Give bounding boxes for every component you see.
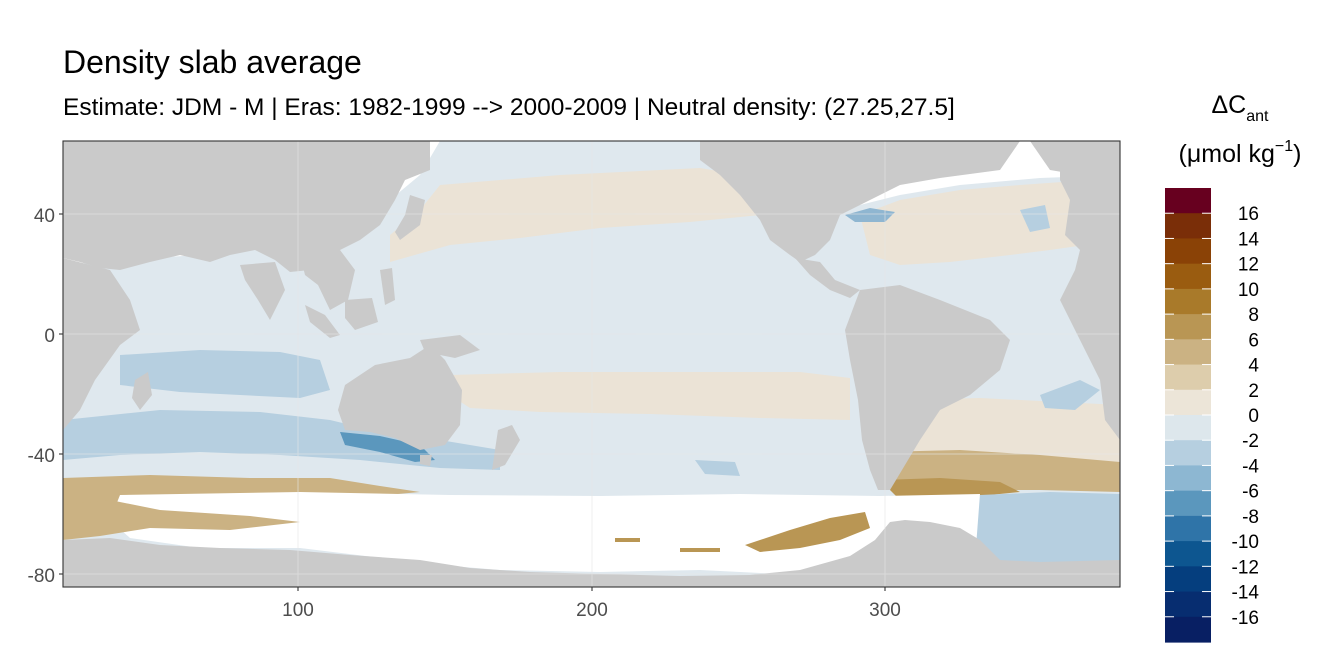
southeast-atlantic-blue-patch <box>1040 380 1100 410</box>
x-axis <box>297 587 886 591</box>
south-atlantic-deep-brown-band <box>880 478 1020 500</box>
new-zealand-landmass <box>492 425 520 470</box>
legend-swatch <box>1165 263 1211 290</box>
legend-label: -4 <box>1242 456 1259 477</box>
tasmania-landmass <box>420 455 432 466</box>
legend-label: 2 <box>1248 381 1259 402</box>
south-pacific-warm-band <box>450 372 850 420</box>
africa-landmass <box>63 258 140 430</box>
legend-swatch <box>1165 288 1211 315</box>
map-gridlines <box>63 141 1120 587</box>
legend-swatch <box>1165 213 1211 240</box>
south-america-landmass <box>845 285 1010 490</box>
antarctic-brown-sliver-1 <box>615 538 640 542</box>
legend-label: -8 <box>1242 507 1259 528</box>
central-america-landmass <box>795 258 860 298</box>
legend-swatch <box>1165 188 1211 214</box>
sumatra-landmass <box>305 305 340 338</box>
madagascar-landmass <box>132 372 152 410</box>
y-tick-label: -40 <box>28 446 55 467</box>
legend-label: 12 <box>1238 255 1259 276</box>
plot-subtitle: Estimate: JDM - M | Eras: 1982-1999 --> … <box>63 94 955 121</box>
legend-unit: (μmol kg−1) <box>1179 138 1302 168</box>
legend-label: -6 <box>1242 482 1259 503</box>
japan-landmass <box>395 195 425 240</box>
antarctica-landmass <box>63 520 1120 587</box>
legend-title: ΔCant <box>1211 91 1269 125</box>
southeast-asia-landmass <box>300 250 355 310</box>
legend-label: 16 <box>1238 204 1259 225</box>
map-panel <box>63 141 1120 587</box>
south-pacific-blue-patch <box>695 460 740 476</box>
y-tick-label: -80 <box>28 566 55 587</box>
legend-label: -2 <box>1242 431 1259 452</box>
philippines-landmass <box>380 268 395 305</box>
legend-label: -16 <box>1232 608 1259 629</box>
x-tick-label: 300 <box>869 600 901 621</box>
y-tick-label: 40 <box>34 206 55 227</box>
legend-label: -10 <box>1232 532 1259 553</box>
x-tick-label: 100 <box>282 600 314 621</box>
plot-title: Density slab average <box>63 44 362 80</box>
legend-swatch <box>1165 541 1211 567</box>
east-antarctic-brown-shelf <box>63 500 300 540</box>
legend-label: -12 <box>1232 557 1259 578</box>
india-landmass <box>240 262 285 320</box>
ross-sea-brown-patch <box>745 512 870 552</box>
legend-swatch <box>1165 566 1211 593</box>
x-tick-label: 200 <box>576 600 608 621</box>
weddell-blue-region <box>970 492 1120 568</box>
europe-africa-east-landmass <box>1060 141 1120 440</box>
australia-landmass <box>338 345 462 450</box>
legend-label: 6 <box>1248 330 1259 351</box>
legend-swatch <box>1165 238 1211 265</box>
north-atlantic-blue-patch-2 <box>1020 205 1050 232</box>
north-atlantic-blue-patch <box>845 208 895 222</box>
y-axis <box>59 213 63 575</box>
north-atlantic-warm-band <box>860 175 1120 265</box>
indian-ocean-blue-band-1 <box>120 350 330 398</box>
legend-swatch <box>1165 314 1211 340</box>
legend-labels: 16 14 12 10 8 6 4 2 0 -2 -4 -6 -8 -10 -12 -14 -16 <box>1232 204 1260 629</box>
legend-label: -14 <box>1232 583 1260 604</box>
legend-label: 14 <box>1238 229 1260 250</box>
legend-label: 0 <box>1248 406 1259 427</box>
legend-label: 8 <box>1248 305 1259 326</box>
legend-swatch <box>1165 616 1211 643</box>
legend-swatch <box>1165 440 1211 467</box>
legend-swatch <box>1165 591 1211 618</box>
legend-label: 10 <box>1238 280 1259 301</box>
legend-swatch <box>1165 515 1211 542</box>
antarctic-no-data-region <box>110 492 980 575</box>
legend-label: 4 <box>1248 356 1259 377</box>
legend-swatch <box>1165 364 1211 391</box>
legend-swatch <box>1165 339 1211 366</box>
eurasia-landmass <box>63 141 430 272</box>
y-tick-label: 0 <box>44 326 55 347</box>
north-america-landmass <box>700 141 1020 262</box>
land-masses <box>63 141 1120 587</box>
legend-swatch <box>1165 389 1211 416</box>
legend-colorbar <box>1165 188 1211 643</box>
antarctic-brown-sliver-2 <box>680 548 720 552</box>
legend-swatch <box>1165 490 1211 517</box>
north-pacific-warm-band <box>390 168 760 262</box>
legend-swatch <box>1165 415 1211 441</box>
legend-swatch <box>1165 465 1211 492</box>
borneo-landmass <box>345 298 378 330</box>
